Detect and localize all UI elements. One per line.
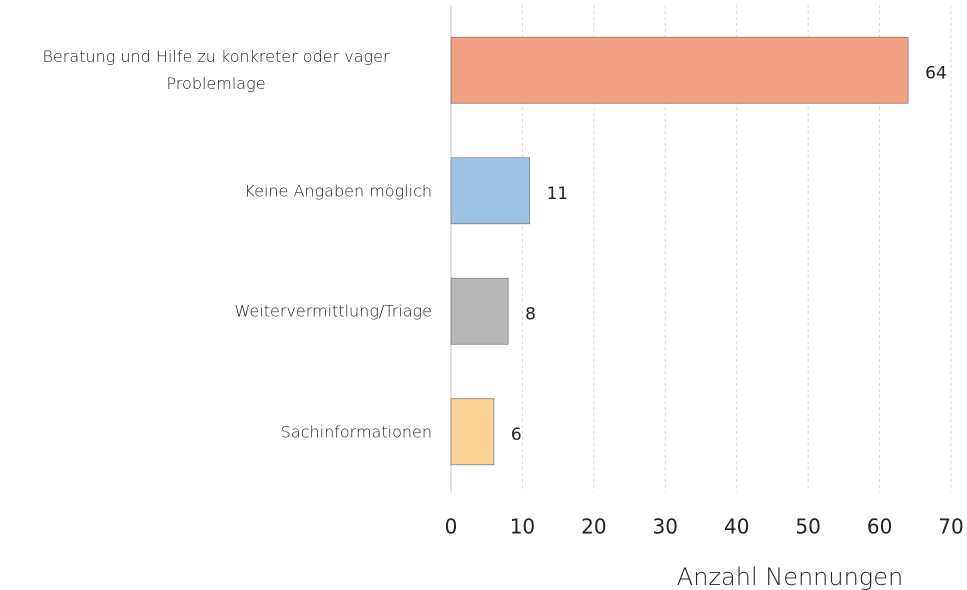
x-tick-label: 40	[724, 515, 749, 539]
bar	[450, 157, 530, 225]
y-tick-label: Weitervermittlung/Triage	[235, 298, 432, 325]
category-text: Beratung und Hilfe zu konkreter oder vag…	[42, 47, 390, 94]
x-tick-label: 20	[581, 515, 606, 539]
x-tick-label: 30	[653, 515, 678, 539]
x-tick-label: 0	[445, 515, 458, 539]
value-label: 6	[511, 425, 522, 445]
x-tick-label: 70	[938, 515, 963, 539]
x-tick-label: 50	[795, 515, 820, 539]
value-label: 64	[925, 63, 947, 83]
bar	[450, 398, 495, 466]
value-label: 11	[547, 184, 569, 204]
category-text: Weitervermittlung/Triage	[234, 301, 432, 321]
category-text: Keine Angaben möglich	[244, 181, 432, 201]
y-tick-label: Sachinformationen	[281, 418, 432, 445]
x-tick-label: 60	[867, 515, 892, 539]
bar	[450, 36, 909, 104]
bar	[450, 277, 509, 345]
x-tick-label: 10	[510, 515, 535, 539]
x-axis-title: Anzahl Nennungen	[677, 563, 903, 590]
value-label: 8	[525, 304, 536, 324]
y-tick-label: Beratung und Hilfe zu konkreter oder vag…	[0, 43, 432, 97]
y-tick-label: Keine Angaben möglich	[244, 177, 432, 204]
category-text: Sachinformationen	[280, 422, 432, 442]
